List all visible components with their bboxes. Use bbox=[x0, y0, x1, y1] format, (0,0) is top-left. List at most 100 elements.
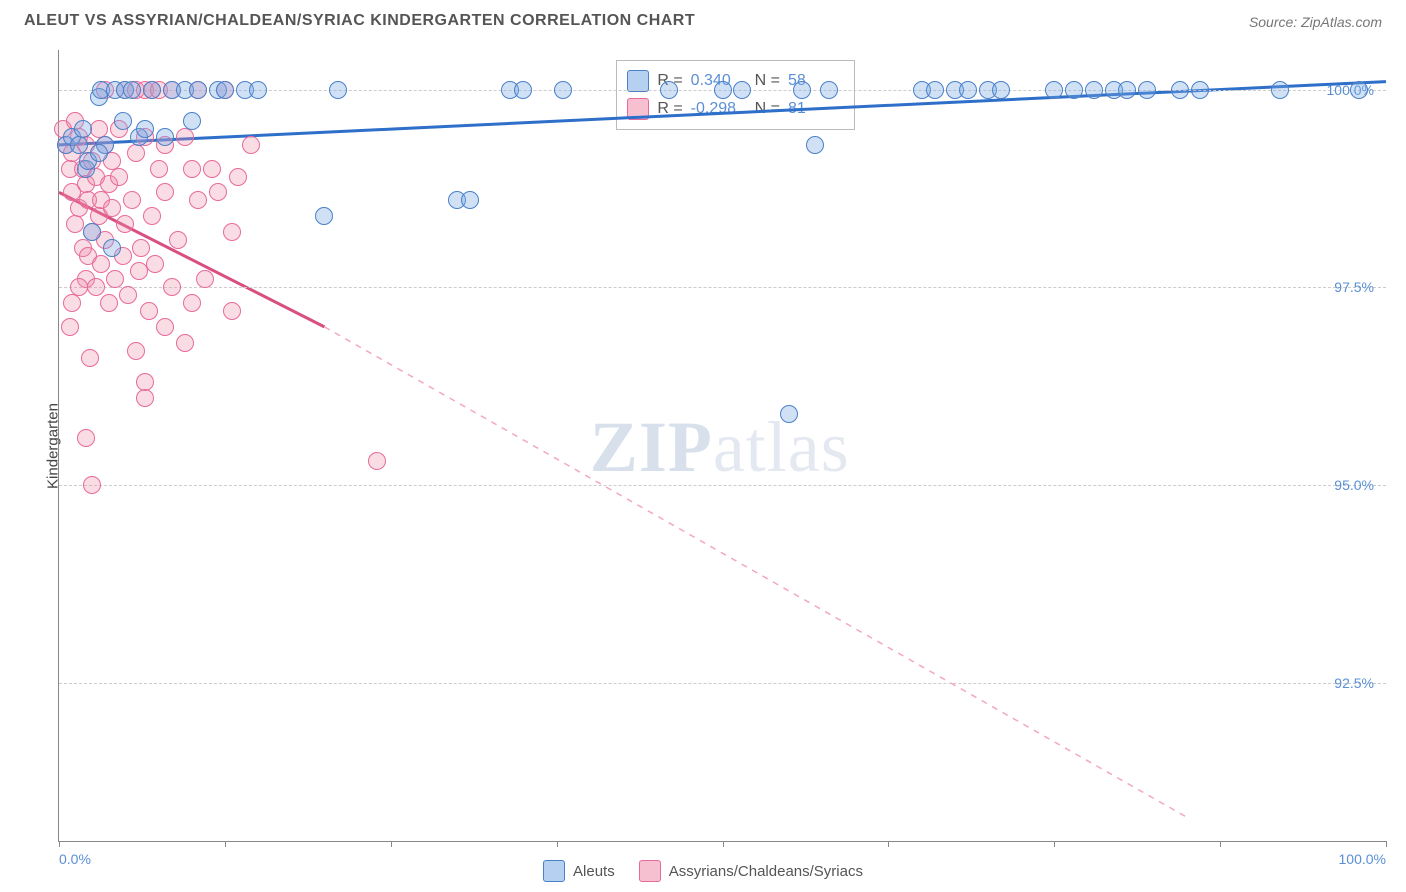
data-point bbox=[1085, 81, 1103, 99]
stats-row-pink: R = -0.298 N = 81 bbox=[627, 95, 844, 123]
x-tick bbox=[888, 841, 889, 847]
data-point bbox=[132, 239, 150, 257]
data-point bbox=[1191, 81, 1209, 99]
data-point bbox=[203, 160, 221, 178]
data-point bbox=[116, 215, 134, 233]
data-point bbox=[77, 429, 95, 447]
n-label: N = bbox=[755, 72, 780, 90]
data-point bbox=[1271, 81, 1289, 99]
data-point bbox=[1118, 81, 1136, 99]
series-legend: Aleuts Assyrians/Chaldeans/Syriacs bbox=[0, 860, 1406, 882]
data-point bbox=[106, 270, 124, 288]
data-point bbox=[554, 81, 572, 99]
chart-title: ALEUT VS ASSYRIAN/CHALDEAN/SYRIAC KINDER… bbox=[24, 12, 695, 30]
data-point bbox=[780, 405, 798, 423]
data-point bbox=[63, 294, 81, 312]
legend-item-blue: Aleuts bbox=[543, 860, 615, 882]
data-point bbox=[136, 389, 154, 407]
y-tick-label: 92.5% bbox=[1334, 675, 1374, 691]
data-point bbox=[156, 318, 174, 336]
data-point bbox=[992, 81, 1010, 99]
data-point bbox=[733, 81, 751, 99]
data-point bbox=[209, 183, 227, 201]
data-point bbox=[1350, 81, 1368, 99]
data-point bbox=[242, 136, 260, 154]
data-point bbox=[146, 255, 164, 273]
data-point bbox=[66, 215, 84, 233]
data-point bbox=[196, 270, 214, 288]
data-point bbox=[183, 160, 201, 178]
data-point bbox=[156, 183, 174, 201]
data-point bbox=[249, 81, 267, 99]
r-label: R = bbox=[657, 100, 682, 118]
source-credit: Source: ZipAtlas.com bbox=[1249, 14, 1382, 30]
data-point bbox=[223, 302, 241, 320]
data-point bbox=[83, 223, 101, 241]
data-point bbox=[83, 476, 101, 494]
data-point bbox=[92, 255, 110, 273]
r-value-pink: -0.298 bbox=[691, 100, 747, 118]
data-point bbox=[176, 128, 194, 146]
data-point bbox=[61, 318, 79, 336]
data-point bbox=[74, 120, 92, 138]
data-point bbox=[90, 144, 108, 162]
x-tick bbox=[723, 841, 724, 847]
data-point bbox=[806, 136, 824, 154]
gridline bbox=[59, 683, 1386, 684]
data-point bbox=[70, 278, 88, 296]
legend-label-pink: Assyrians/Chaldeans/Syriacs bbox=[669, 863, 863, 880]
x-tick bbox=[391, 841, 392, 847]
data-point bbox=[136, 120, 154, 138]
data-point bbox=[169, 231, 187, 249]
data-point bbox=[156, 128, 174, 146]
legend-label-blue: Aleuts bbox=[573, 863, 615, 880]
data-point bbox=[100, 294, 118, 312]
data-point bbox=[959, 81, 977, 99]
gridline bbox=[59, 485, 1386, 486]
data-point bbox=[223, 223, 241, 241]
data-point bbox=[127, 342, 145, 360]
data-point bbox=[123, 191, 141, 209]
data-point bbox=[114, 112, 132, 130]
data-point bbox=[926, 81, 944, 99]
x-tick bbox=[1220, 841, 1221, 847]
data-point bbox=[143, 81, 161, 99]
data-point bbox=[150, 160, 168, 178]
data-point bbox=[123, 81, 141, 99]
x-tick bbox=[59, 841, 60, 847]
data-point bbox=[315, 207, 333, 225]
legend-swatch-blue-icon bbox=[543, 860, 565, 882]
data-point bbox=[110, 168, 128, 186]
data-point bbox=[189, 191, 207, 209]
n-value-pink: 81 bbox=[788, 100, 844, 118]
data-point bbox=[461, 191, 479, 209]
data-point bbox=[714, 81, 732, 99]
data-point bbox=[81, 349, 99, 367]
data-point bbox=[216, 81, 234, 99]
data-point bbox=[793, 81, 811, 99]
gridline bbox=[59, 287, 1386, 288]
data-point bbox=[1065, 81, 1083, 99]
y-tick-label: 97.5% bbox=[1334, 279, 1374, 295]
watermark-zip: ZIP bbox=[590, 407, 713, 487]
y-tick-label: 95.0% bbox=[1334, 477, 1374, 493]
data-point bbox=[1171, 81, 1189, 99]
data-point bbox=[514, 81, 532, 99]
data-point bbox=[329, 81, 347, 99]
n-label: N = bbox=[755, 100, 780, 118]
data-point bbox=[183, 294, 201, 312]
data-point bbox=[1138, 81, 1156, 99]
data-point bbox=[87, 278, 105, 296]
swatch-pink-icon bbox=[627, 98, 649, 120]
data-point bbox=[103, 199, 121, 217]
data-point bbox=[1045, 81, 1063, 99]
data-point bbox=[119, 286, 137, 304]
x-tick bbox=[225, 841, 226, 847]
x-tick bbox=[1386, 841, 1387, 847]
data-point bbox=[127, 144, 145, 162]
data-point bbox=[143, 207, 161, 225]
x-tick bbox=[557, 841, 558, 847]
data-point bbox=[368, 452, 386, 470]
data-point bbox=[660, 81, 678, 99]
plot-region: ZIPatlas R = 0.340 N = 58 R = -0.298 N =… bbox=[58, 50, 1386, 842]
